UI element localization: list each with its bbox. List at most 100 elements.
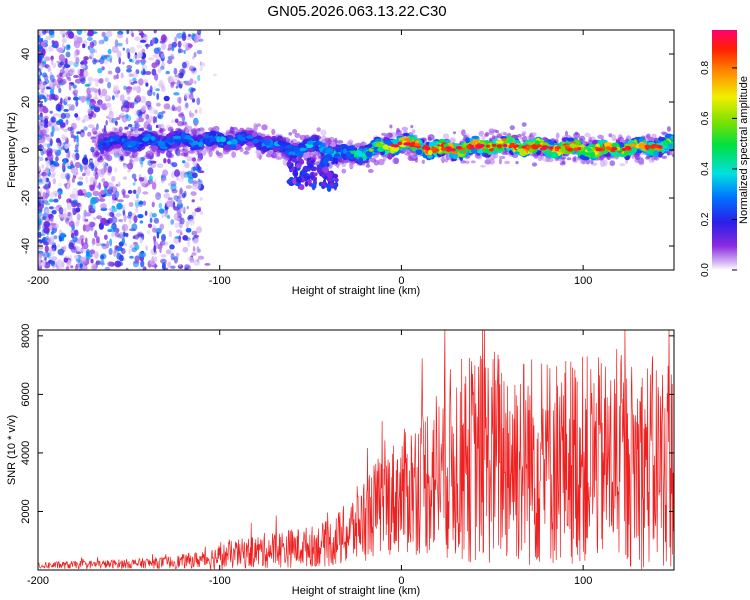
heatmap-cell xyxy=(170,82,175,89)
heatmap-cell xyxy=(181,193,186,199)
heatmap-cell xyxy=(367,169,374,173)
heatmap-cell xyxy=(69,193,76,199)
heatmap-cell xyxy=(93,78,99,83)
heatmap-cell xyxy=(38,30,43,35)
heatmap-cell xyxy=(101,66,105,71)
heatmap-cell xyxy=(98,78,104,84)
heatmap-cell xyxy=(42,95,46,100)
heatmap-cell xyxy=(93,96,99,100)
heatmap-cell xyxy=(114,197,118,201)
heatmap-cell xyxy=(427,155,433,159)
heatmap-cell xyxy=(288,132,293,136)
heatmap-cell xyxy=(58,207,64,215)
heatmap-cell xyxy=(77,181,83,186)
heatmap-cell xyxy=(43,92,47,96)
heatmap-cell xyxy=(619,163,626,167)
heatmap-cell xyxy=(84,83,91,87)
heatmap-cell xyxy=(94,172,99,180)
heatmap-cell xyxy=(88,124,95,128)
heatmap-cell xyxy=(491,135,495,140)
heatmap-cell xyxy=(192,172,198,179)
heatmap-cell xyxy=(49,246,53,255)
heatmap-cell xyxy=(231,151,237,159)
heatmap-cell xyxy=(177,47,182,54)
heatmap-cell xyxy=(531,132,537,137)
heatmap-cell xyxy=(521,130,527,136)
heatmap-cell xyxy=(121,248,126,255)
heatmap-cell xyxy=(271,128,276,135)
heatmap-cell xyxy=(191,230,198,236)
heatmap-cell xyxy=(115,212,122,217)
heatmap-cell xyxy=(61,38,67,44)
heatmap-cell xyxy=(91,237,96,245)
heatmap-cell xyxy=(111,200,117,204)
heatmap-cell xyxy=(89,249,96,255)
heatmap-cell xyxy=(187,43,193,48)
heatmap-cell xyxy=(72,84,77,89)
heatmap-cell xyxy=(193,259,201,266)
heatmap-cell xyxy=(45,134,50,137)
heatmap-cell xyxy=(84,218,89,222)
heatmap-cell xyxy=(156,47,162,52)
heatmap-cell xyxy=(146,229,151,235)
heatmap-cell xyxy=(103,164,107,173)
heatmap-cell xyxy=(107,70,113,75)
heatmap-cell xyxy=(574,131,579,136)
heatmap-cell xyxy=(81,96,85,104)
heatmap-cell xyxy=(42,185,49,189)
heatmap-cell xyxy=(63,245,67,250)
heatmap-cell xyxy=(48,181,51,189)
heatmap-cell xyxy=(38,191,42,199)
heatmap-cell xyxy=(188,33,191,37)
heatmap-cell xyxy=(99,100,102,108)
heatmap-cell xyxy=(138,78,144,86)
heatmap-cell xyxy=(43,221,51,228)
heatmap-cell xyxy=(66,202,72,211)
heatmap-cell xyxy=(70,134,75,139)
heatmap-cell xyxy=(185,171,190,175)
heatmap-cell xyxy=(52,44,57,49)
heatmap-cell xyxy=(78,248,86,252)
heatmap-cell xyxy=(186,156,193,162)
heatmap-cell xyxy=(132,189,137,194)
heatmap-cell xyxy=(113,152,119,157)
heatmap-cell xyxy=(187,176,194,184)
heatmap-cell xyxy=(109,238,113,247)
heatmap-cell xyxy=(42,191,46,199)
heatmap-cell xyxy=(117,199,124,203)
heatmap-cell xyxy=(159,65,165,70)
heatmap-cell xyxy=(253,122,257,130)
heatmap-cell xyxy=(111,95,115,101)
heatmap-cell xyxy=(137,214,144,219)
heatmap-cell xyxy=(521,122,527,127)
heatmap-cell xyxy=(151,37,156,45)
heatmap-cell xyxy=(584,132,591,138)
heatmap-cell xyxy=(212,73,217,77)
heatmap-cell xyxy=(121,237,125,245)
heatmap-cell xyxy=(152,227,158,233)
heatmap-cell xyxy=(90,226,94,232)
heatmap-cell xyxy=(651,133,657,138)
heatmap-cell xyxy=(126,65,133,70)
heatmap-cell xyxy=(193,52,197,58)
heatmap-cell xyxy=(93,49,98,53)
heatmap-cell xyxy=(545,157,550,163)
heatmap-cell xyxy=(84,212,92,217)
heatmap-cell xyxy=(80,60,88,65)
heatmap-cell xyxy=(191,199,195,203)
heatmap-cell xyxy=(75,251,82,255)
heatmap-cell xyxy=(410,124,414,129)
heatmap-cell xyxy=(159,223,165,230)
heatmap-cell xyxy=(661,155,668,159)
heatmap-cell xyxy=(138,177,145,182)
heatmap-cell xyxy=(118,126,123,133)
heatmap-cell xyxy=(77,189,83,196)
heatmap-cell xyxy=(503,132,507,136)
heatmap-cell xyxy=(354,143,358,147)
heatmap-cell xyxy=(611,134,617,142)
heatmap-cell xyxy=(131,247,137,253)
heatmap-cell xyxy=(161,87,166,92)
heatmap-cell xyxy=(275,156,283,160)
heatmap-cell xyxy=(171,162,178,168)
heatmap-cell xyxy=(155,227,162,235)
